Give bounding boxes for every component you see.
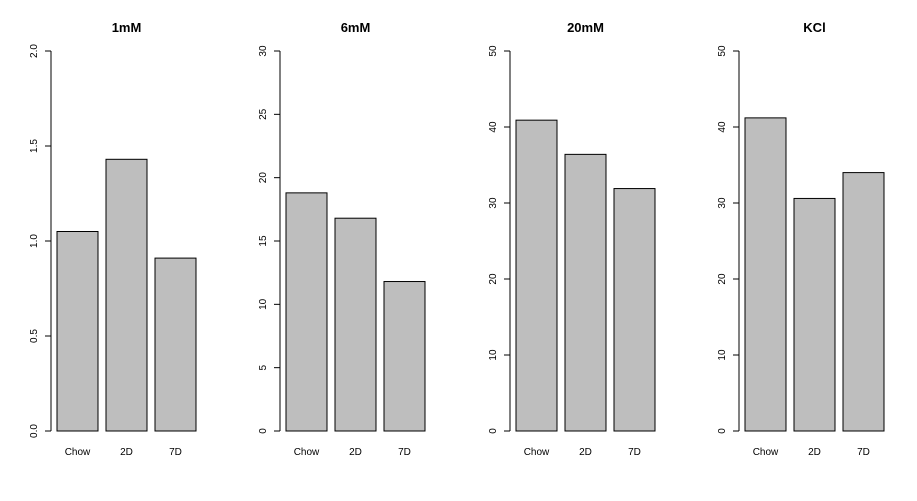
y-tick-label: 1.5 xyxy=(29,139,40,153)
x-category-label: 2D xyxy=(579,447,592,458)
x-category-label: 7D xyxy=(628,447,641,458)
x-category-label: 7D xyxy=(398,447,411,458)
y-tick-label: 20 xyxy=(258,172,269,184)
x-category-label: Chow xyxy=(524,447,550,458)
y-tick-label: 5 xyxy=(258,364,269,370)
x-category-label: Chow xyxy=(65,447,91,458)
y-tick-label: 50 xyxy=(488,45,499,57)
y-tick-label: 30 xyxy=(488,197,499,209)
panel-title: 1mM xyxy=(112,20,142,35)
y-tick-label: 20 xyxy=(717,273,728,285)
bar xyxy=(793,197,836,432)
y-tick-label: 20 xyxy=(488,273,499,285)
bar xyxy=(56,231,99,432)
y-tick-label: 10 xyxy=(488,349,499,361)
panel-title: 6mM xyxy=(341,20,371,35)
y-tick-label: 0 xyxy=(717,428,728,434)
bar xyxy=(383,281,426,432)
y-tick-label: 0.5 xyxy=(29,329,40,343)
y-tick-label: 0 xyxy=(488,428,499,434)
panel-1: 6mM 0 5 10 15 20 25 30 Chow 2D 7D xyxy=(258,20,426,458)
x-category-label: 2D xyxy=(808,447,821,458)
y-tick-label: 0 xyxy=(258,428,269,434)
bar xyxy=(842,172,885,432)
y-tick-label: 30 xyxy=(258,45,269,57)
y-tick-label: 10 xyxy=(717,349,728,361)
bar xyxy=(154,257,197,432)
y-tick-label: 1.0 xyxy=(29,234,40,248)
bar xyxy=(105,158,148,432)
x-category-label: 7D xyxy=(857,447,870,458)
x-category-label: Chow xyxy=(294,447,320,458)
bar xyxy=(564,153,607,432)
panel-title: 20mM xyxy=(567,20,604,35)
panel-title: KCl xyxy=(803,20,825,35)
x-category-label: Chow xyxy=(753,447,779,458)
bar xyxy=(613,188,656,432)
y-tick-label: 30 xyxy=(717,197,728,209)
bar xyxy=(515,119,558,432)
bar xyxy=(285,192,328,432)
y-tick-label: 2.0 xyxy=(29,44,40,58)
y-tick-label: 25 xyxy=(258,108,269,120)
panel-2: 20mM 0 10 20 30 40 50 Chow 2D 7D xyxy=(488,20,656,458)
y-tick-label: 10 xyxy=(258,298,269,310)
x-category-label: 2D xyxy=(349,447,362,458)
panel-3: KCl 0 10 20 30 40 50 Chow 2D 7D xyxy=(717,20,885,458)
y-tick-label: 40 xyxy=(488,121,499,133)
y-tick-label: 0.0 xyxy=(29,424,40,438)
panel-0: 1mM 0.0 0.5 1.0 1.5 2.0 Chow 2D 7D xyxy=(29,20,197,458)
x-category-label: 2D xyxy=(120,447,133,458)
bar xyxy=(334,217,377,432)
x-category-label: 7D xyxy=(169,447,182,458)
bar xyxy=(744,117,787,432)
y-tick-label: 50 xyxy=(717,45,728,57)
y-tick-label: 15 xyxy=(258,235,269,247)
y-tick-label: 40 xyxy=(717,121,728,133)
